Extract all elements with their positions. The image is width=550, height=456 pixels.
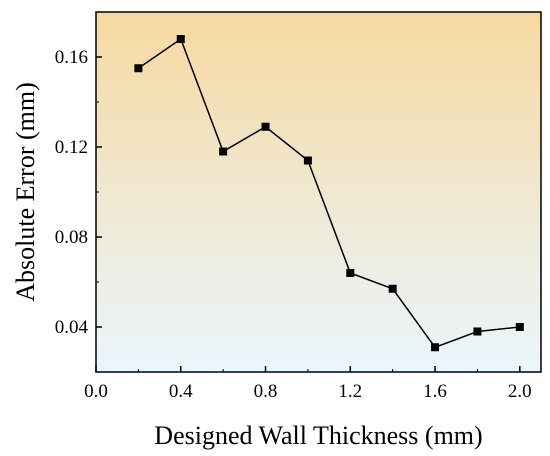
plot-frame bbox=[95, 11, 542, 373]
y-tick-label: 0.16 bbox=[55, 47, 88, 68]
x-tick-label: 1.2 bbox=[338, 381, 362, 402]
series-line bbox=[137, 37, 520, 349]
y-axis-title: Absolute Error (mm) bbox=[11, 82, 40, 302]
data-point bbox=[303, 156, 312, 165]
x-tick-label: 0.4 bbox=[169, 381, 193, 402]
data-point bbox=[134, 64, 143, 73]
plot-background bbox=[96, 12, 541, 372]
y-axis-ticks: 0.04 0.08 0.12 0.16 bbox=[55, 47, 102, 338]
y-tick-label: 0.08 bbox=[55, 227, 88, 248]
x-tick-label: 2.0 bbox=[508, 381, 532, 402]
x-tick-label: 0.8 bbox=[254, 381, 278, 402]
data-point bbox=[261, 122, 270, 131]
data-point bbox=[346, 269, 355, 277]
data-point bbox=[431, 343, 440, 352]
data-point bbox=[219, 147, 228, 156]
data-point bbox=[473, 327, 482, 336]
x-tick-label: 0.0 bbox=[84, 381, 108, 402]
x-axis-title: Designed Wall Thickness (mm) bbox=[154, 421, 482, 450]
data-point bbox=[388, 284, 397, 293]
y-tick-label: 0.12 bbox=[55, 137, 88, 158]
y-tick-label: 0.04 bbox=[55, 317, 89, 338]
x-axis-ticks: 0.0 0.4 0.8 1.2 1.6 2.0 bbox=[84, 366, 532, 402]
x-tick-label: 1.6 bbox=[423, 381, 447, 402]
data-point bbox=[176, 35, 185, 43]
series-markers bbox=[134, 35, 524, 352]
data-point bbox=[515, 323, 524, 331]
